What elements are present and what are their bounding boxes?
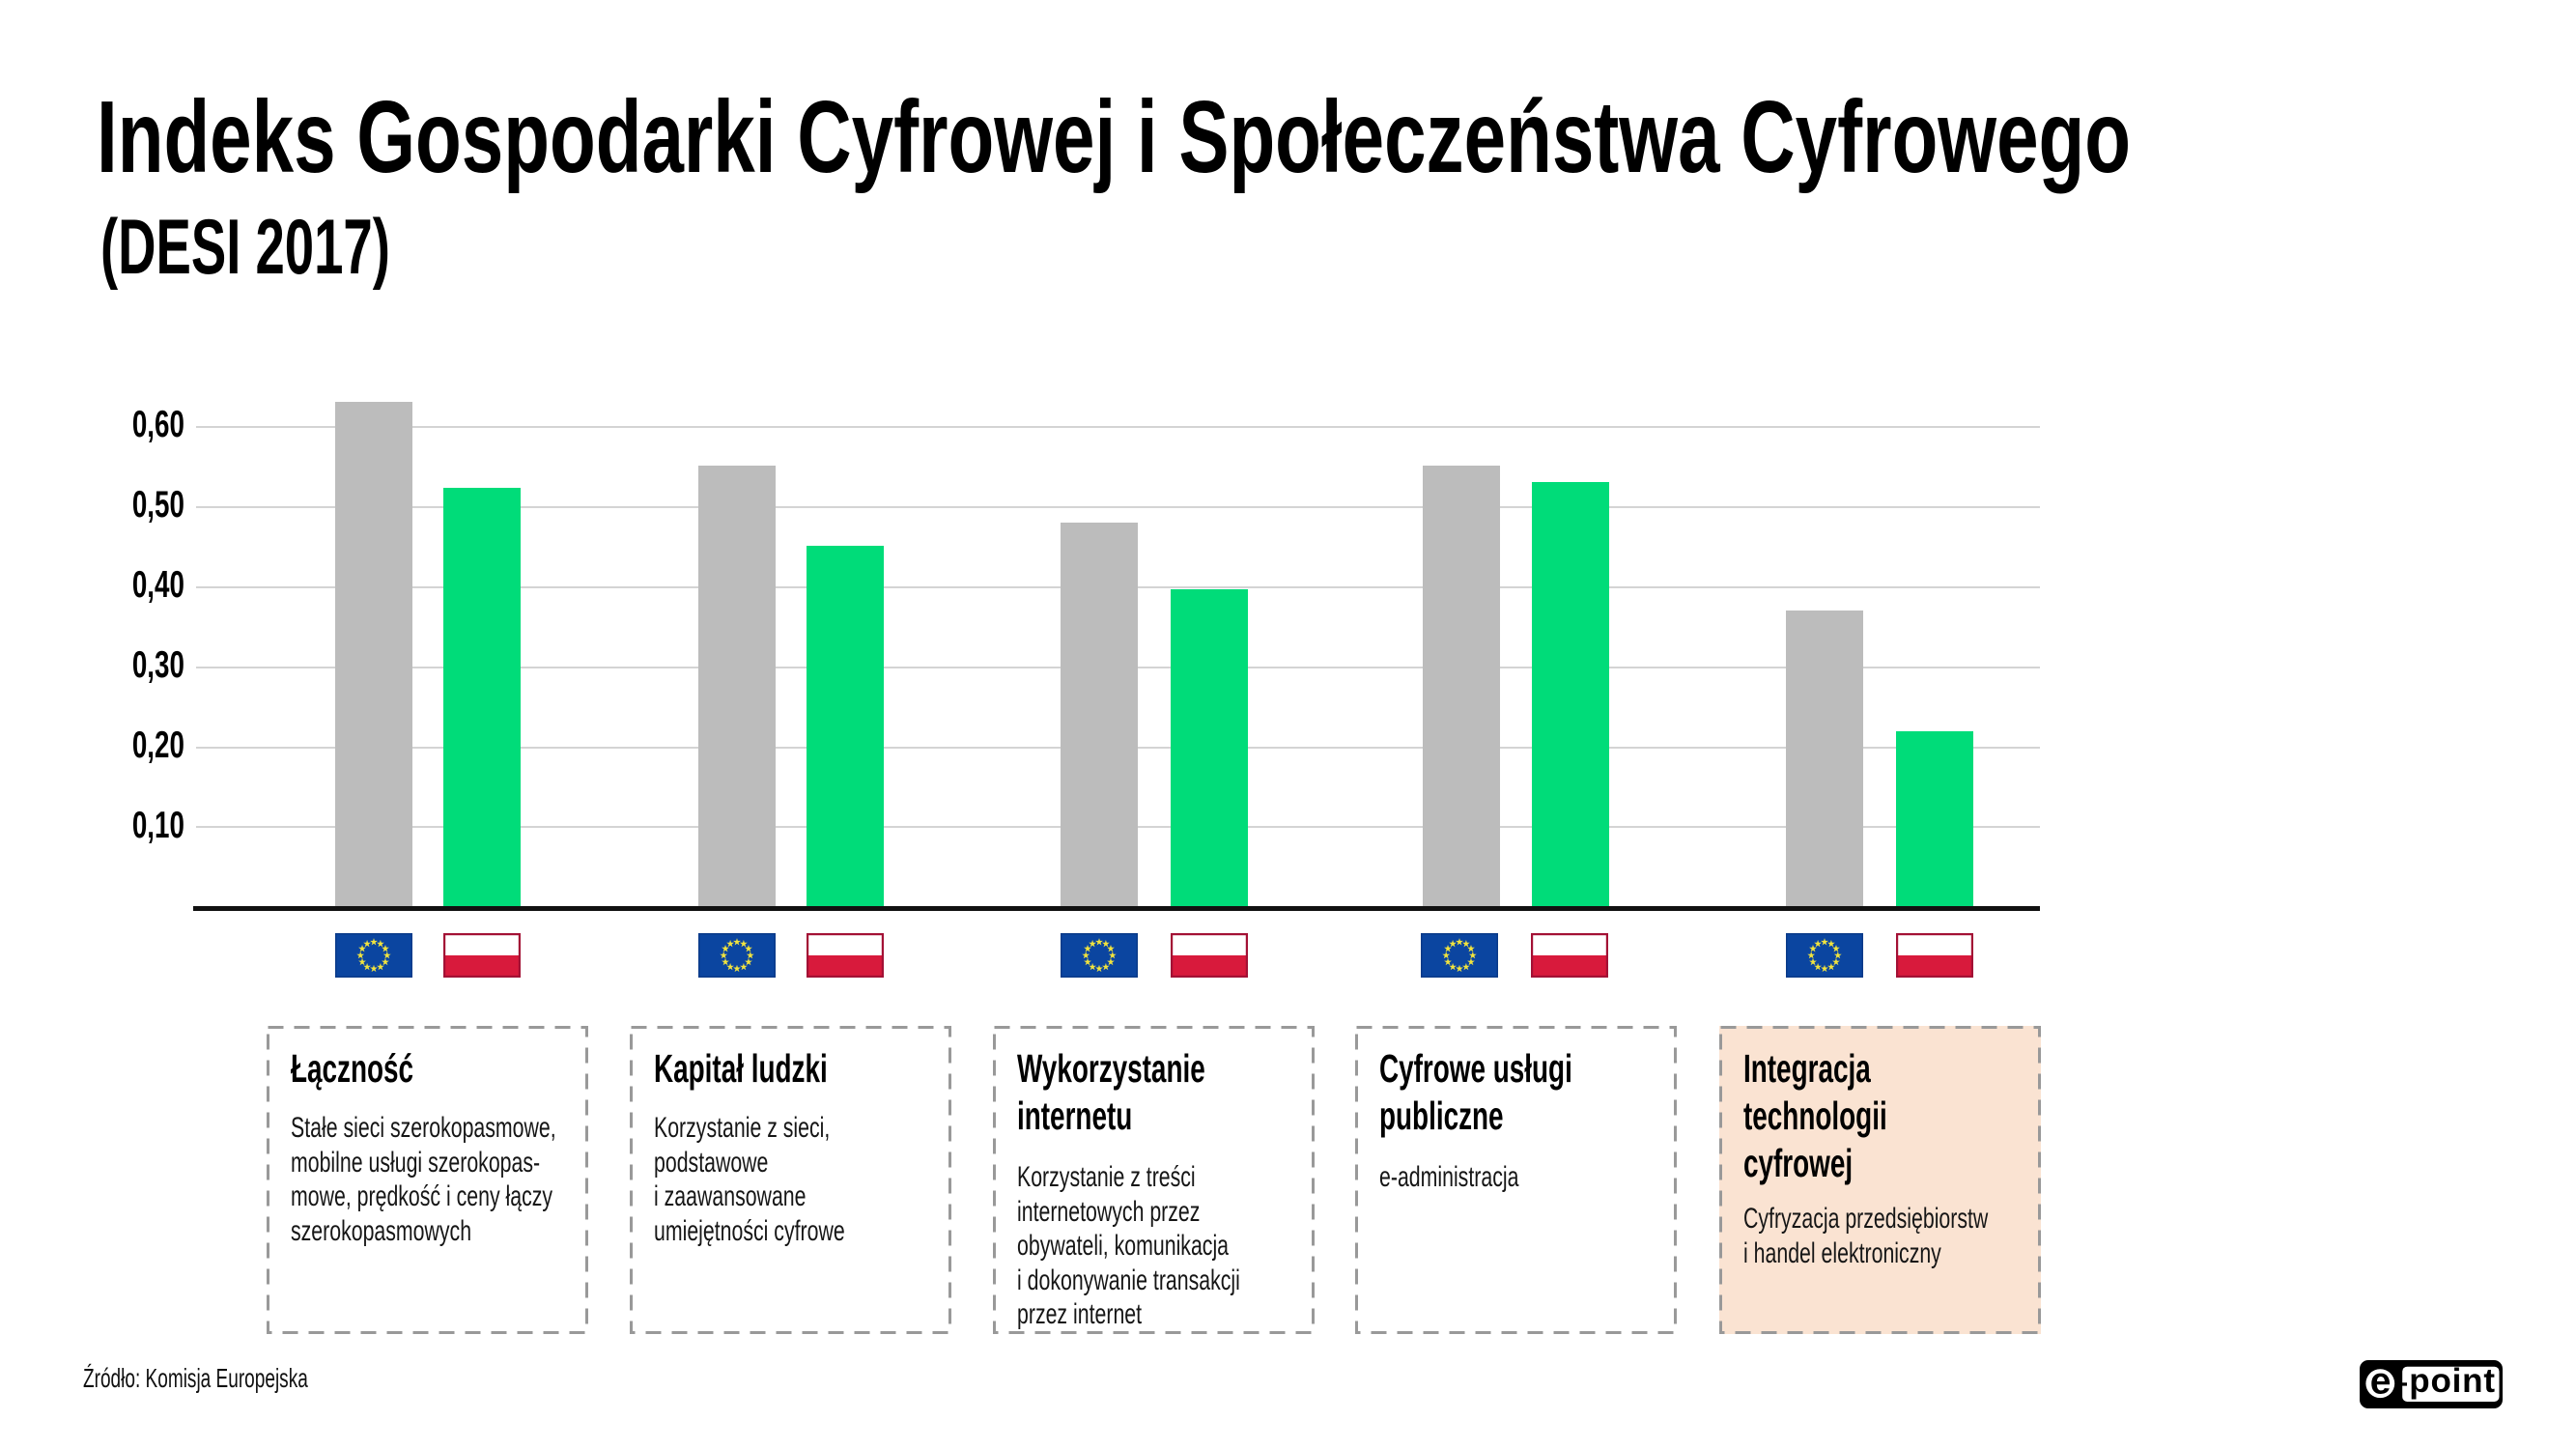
svg-text:e: e: [2370, 1361, 2392, 1403]
svg-text:point: point: [2409, 1362, 2496, 1400]
